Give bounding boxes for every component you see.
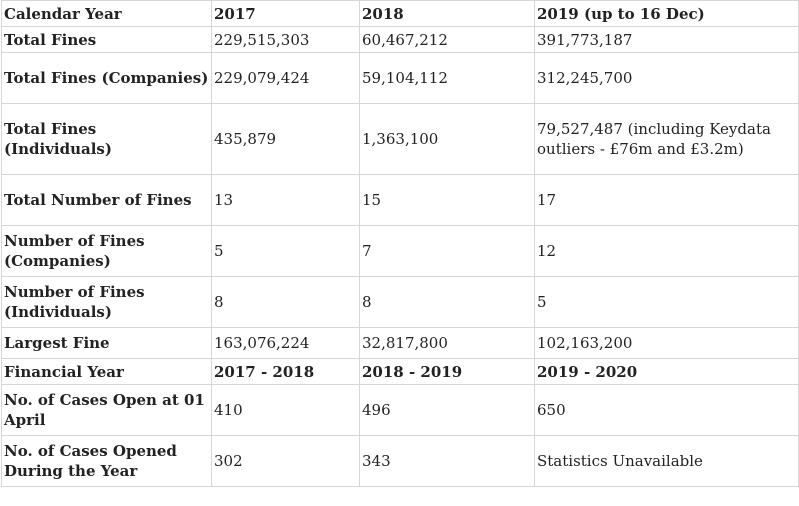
table-cell: 496: [359, 384, 535, 436]
table-cell: 79,527,487 (including Keydata outliers -…: [534, 103, 799, 175]
table-row: Total Fines (Companies) 229,079,424 59,1…: [1, 52, 799, 104]
header-cell: Calendar Year: [1, 0, 212, 27]
table-cell: 229,079,424: [211, 52, 360, 104]
table-cell: 102,163,200: [534, 327, 799, 359]
table-cell: 391,773,187: [534, 26, 799, 53]
table-row: No. of Cases Open at 01 April 410 496 65…: [1, 384, 799, 436]
header-cell: 2017 - 2018: [211, 358, 360, 385]
table-cell: 650: [534, 384, 799, 436]
header-cell: Financial Year: [1, 358, 212, 385]
table-cell: 8: [211, 276, 360, 328]
table-row: Number of Fines (Individuals) 8 8 5: [1, 276, 799, 328]
table-cell: 13: [211, 174, 360, 226]
table-cell: Statistics Unavailable: [534, 435, 799, 487]
row-label: Number of Fines (Individuals): [1, 276, 212, 328]
table-row: Total Fines (Individuals) 435,879 1,363,…: [1, 103, 799, 175]
row-label: Largest Fine: [1, 327, 212, 359]
table-cell: 32,817,800: [359, 327, 535, 359]
table-cell: 8: [359, 276, 535, 328]
table-cell: 435,879: [211, 103, 360, 175]
header-cell: 2019 - 2020: [534, 358, 799, 385]
table-row: Largest Fine 163,076,224 32,817,800 102,…: [1, 327, 799, 359]
row-label: Number of Fines (Companies): [1, 225, 212, 277]
calendar-year-header-row: Calendar Year 2017 2018 2019 (up to 16 D…: [1, 0, 799, 27]
table-cell: 5: [534, 276, 799, 328]
table-cell: 343: [359, 435, 535, 487]
financial-year-header-row: Financial Year 2017 - 2018 2018 - 2019 2…: [1, 358, 799, 385]
table-cell: 229,515,303: [211, 26, 360, 53]
row-label: Total Number of Fines: [1, 174, 212, 226]
table-cell: 163,076,224: [211, 327, 360, 359]
table-cell: 15: [359, 174, 535, 226]
table-cell: 7: [359, 225, 535, 277]
header-cell: 2018: [359, 0, 535, 27]
table-cell: 60,467,212: [359, 26, 535, 53]
row-label: No. of Cases Open at 01 April: [1, 384, 212, 436]
fines-statistics-table: Calendar Year 2017 2018 2019 (up to 16 D…: [1, 0, 799, 487]
row-label: Total Fines (Companies): [1, 52, 212, 104]
table-row: Number of Fines (Companies) 5 7 12: [1, 225, 799, 277]
header-cell: 2019 (up to 16 Dec): [534, 0, 799, 27]
table-cell: 302: [211, 435, 360, 487]
table-row: No. of Cases Opened During the Year 302 …: [1, 435, 799, 487]
table-row: Total Fines 229,515,303 60,467,212 391,7…: [1, 26, 799, 53]
table-cell: 1,363,100: [359, 103, 535, 175]
header-cell: 2017: [211, 0, 360, 27]
table-cell: 5: [211, 225, 360, 277]
row-label: Total Fines (Individuals): [1, 103, 212, 175]
row-label: Total Fines: [1, 26, 212, 53]
table-cell: 312,245,700: [534, 52, 799, 104]
table-row: Total Number of Fines 13 15 17: [1, 174, 799, 226]
header-cell: 2018 - 2019: [359, 358, 535, 385]
table-cell: 17: [534, 174, 799, 226]
row-label: No. of Cases Opened During the Year: [1, 435, 212, 487]
table-cell: 410: [211, 384, 360, 436]
table-cell: 59,104,112: [359, 52, 535, 104]
table-cell: 12: [534, 225, 799, 277]
